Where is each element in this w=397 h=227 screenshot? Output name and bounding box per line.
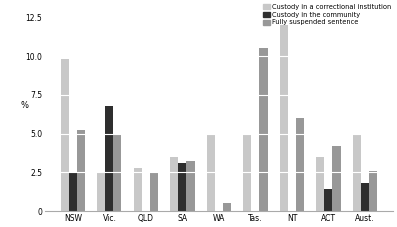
Bar — [243, 133, 251, 211]
Bar — [187, 161, 195, 211]
Bar — [353, 133, 361, 211]
Bar — [223, 203, 231, 211]
Bar — [333, 146, 341, 211]
Y-axis label: %: % — [20, 101, 28, 110]
Bar — [106, 106, 114, 211]
Bar — [296, 118, 304, 211]
Bar — [369, 171, 377, 211]
Bar — [178, 163, 187, 211]
Bar — [316, 157, 324, 211]
Bar — [61, 59, 69, 211]
Bar — [260, 48, 268, 211]
Bar — [361, 183, 369, 211]
Bar — [97, 172, 106, 211]
Bar — [150, 172, 158, 211]
Bar — [134, 168, 142, 211]
Bar — [77, 131, 85, 211]
Bar — [69, 172, 77, 211]
Bar — [114, 133, 121, 211]
Bar — [324, 189, 333, 211]
Bar — [207, 133, 215, 211]
Legend: Custody in a correctional institution, Custody in the community, Fully suspended: Custody in a correctional institution, C… — [262, 3, 393, 27]
Bar — [280, 25, 288, 211]
Bar — [170, 157, 178, 211]
